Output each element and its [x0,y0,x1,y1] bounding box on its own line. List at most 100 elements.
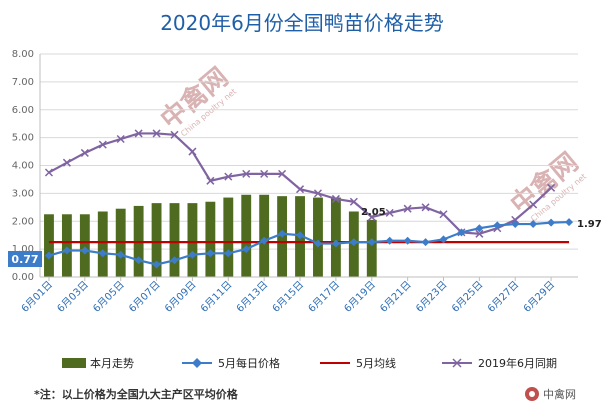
series-daily-point [224,249,233,258]
series-2019-point [331,194,340,203]
x-tick-label: 6月13日 [234,279,270,315]
x-tick-label: 6月07日 [127,279,163,315]
y-tick-label: 4.00 [12,161,34,172]
series-daily-point [134,256,143,265]
x-tick-label: 6月29日 [521,279,557,315]
series-2019-point [62,158,71,167]
series-2019-point [511,215,520,224]
footnote: *注：以上价格为全国九大主产区平均价格 [34,387,239,401]
series-daily-point [242,245,251,254]
series-2019-point [98,140,107,149]
bar [259,194,270,277]
y-tick-label: 8.00 [12,49,34,60]
start-value-badge: 0.77 [8,251,42,267]
bar [205,201,216,277]
series-daily-point [547,218,556,227]
series-2019-point [224,172,233,181]
series-daily-point [260,236,269,245]
legend-label-avg: 5月均线 [356,356,396,370]
bar [366,219,377,277]
series-2019-point [278,169,287,178]
axes: 0.00 1.00 2.00 3.00 4.00 5.00 6.00 7.00 8.00 6月01… [12,49,578,315]
series-2019-point [385,208,394,217]
series-daily-point [457,228,466,237]
series-daily-point [206,249,215,258]
brand-logo: 中禽网 [525,387,576,401]
series-2019-point [296,185,305,194]
watermark-center: 中禽网 China poultry net [155,61,239,138]
series-daily-point [403,236,412,245]
legend-label-2019: 2019年6月同期 [478,356,557,370]
bar [44,214,54,277]
series-daily-point [116,250,125,259]
x-tick-label: 6月09日 [162,279,198,315]
series-daily-point [188,250,197,259]
series-daily-point [170,256,179,265]
line-series [44,129,574,269]
legend-item-2019: 2019年6月同期 [442,356,557,370]
logo-text: 中禽网 [543,387,576,401]
bar [313,197,323,277]
series-2019-point [80,148,89,157]
y-tick-label: 2.00 [12,216,34,227]
bar [151,203,162,277]
series-daily-point [421,238,430,247]
series-daily-point [367,238,376,247]
legend-label-daily: 5月每日价格 [218,356,280,370]
y-tick-label: 1.00 [12,244,34,255]
series-daily-point [439,235,448,244]
series-2019-point [529,200,538,209]
series-daily-point [511,220,520,229]
legend-marker-daily [192,358,202,368]
y-tick-label: 6.00 [12,105,34,116]
series-2019-point [260,169,269,178]
x-tick-label: 6月15日 [270,279,306,315]
bar [330,197,341,277]
y-tick-label: 5.00 [12,133,34,144]
bar [79,214,90,277]
series-daily-line [48,220,570,266]
start-value-label: 0.77 [11,253,38,266]
series-2019-point [475,229,484,238]
x-tick-label: 6月17日 [306,279,342,315]
series-daily-point [385,236,394,245]
series-daily-point [331,239,340,248]
series-2019-point [242,169,251,178]
series-daily-point [98,249,107,258]
series-2019-point [206,176,215,185]
series-daily-point [475,224,484,233]
bar [241,194,252,277]
bar-series [44,194,377,277]
x-tick-label: 6月05日 [91,279,127,315]
series-2019-point [134,129,143,138]
series-daily-point [313,239,322,248]
legend-swatch-bar [62,358,86,368]
series-daily-point [529,220,538,229]
series-2019-point [188,147,197,156]
y-tick-label: 0.00 [12,272,34,283]
series-daily-point [278,229,287,238]
series-2019-point [439,210,448,219]
bar-end-value-label: 2.05 [361,207,386,218]
x-tick-label: 6月21日 [378,279,414,315]
x-tick-label: 6月01日 [19,279,55,315]
series-daily-point [44,251,53,260]
series-2019-point [116,134,125,144]
series-daily-point [349,238,358,247]
bar [187,203,198,277]
series-2019-point [403,204,412,213]
legend: 本月走势 5月每日价格 5月均线 2019年6月同期 [62,356,557,370]
bar [97,211,108,277]
series-daily-point [152,260,161,269]
series-daily-point [296,231,305,240]
x-tick-label: 6月27日 [485,279,521,315]
y-tick-label: 3.00 [12,188,34,199]
series-daily-point [493,221,502,230]
series-daily-point [62,246,71,255]
x-tick-label: 6月19日 [342,279,378,315]
legend-item-daily: 5月每日价格 [182,356,280,370]
series-2019-point [152,129,161,138]
bar [223,197,234,277]
bar [61,214,72,277]
x-tick-label: 6月03日 [55,279,91,315]
